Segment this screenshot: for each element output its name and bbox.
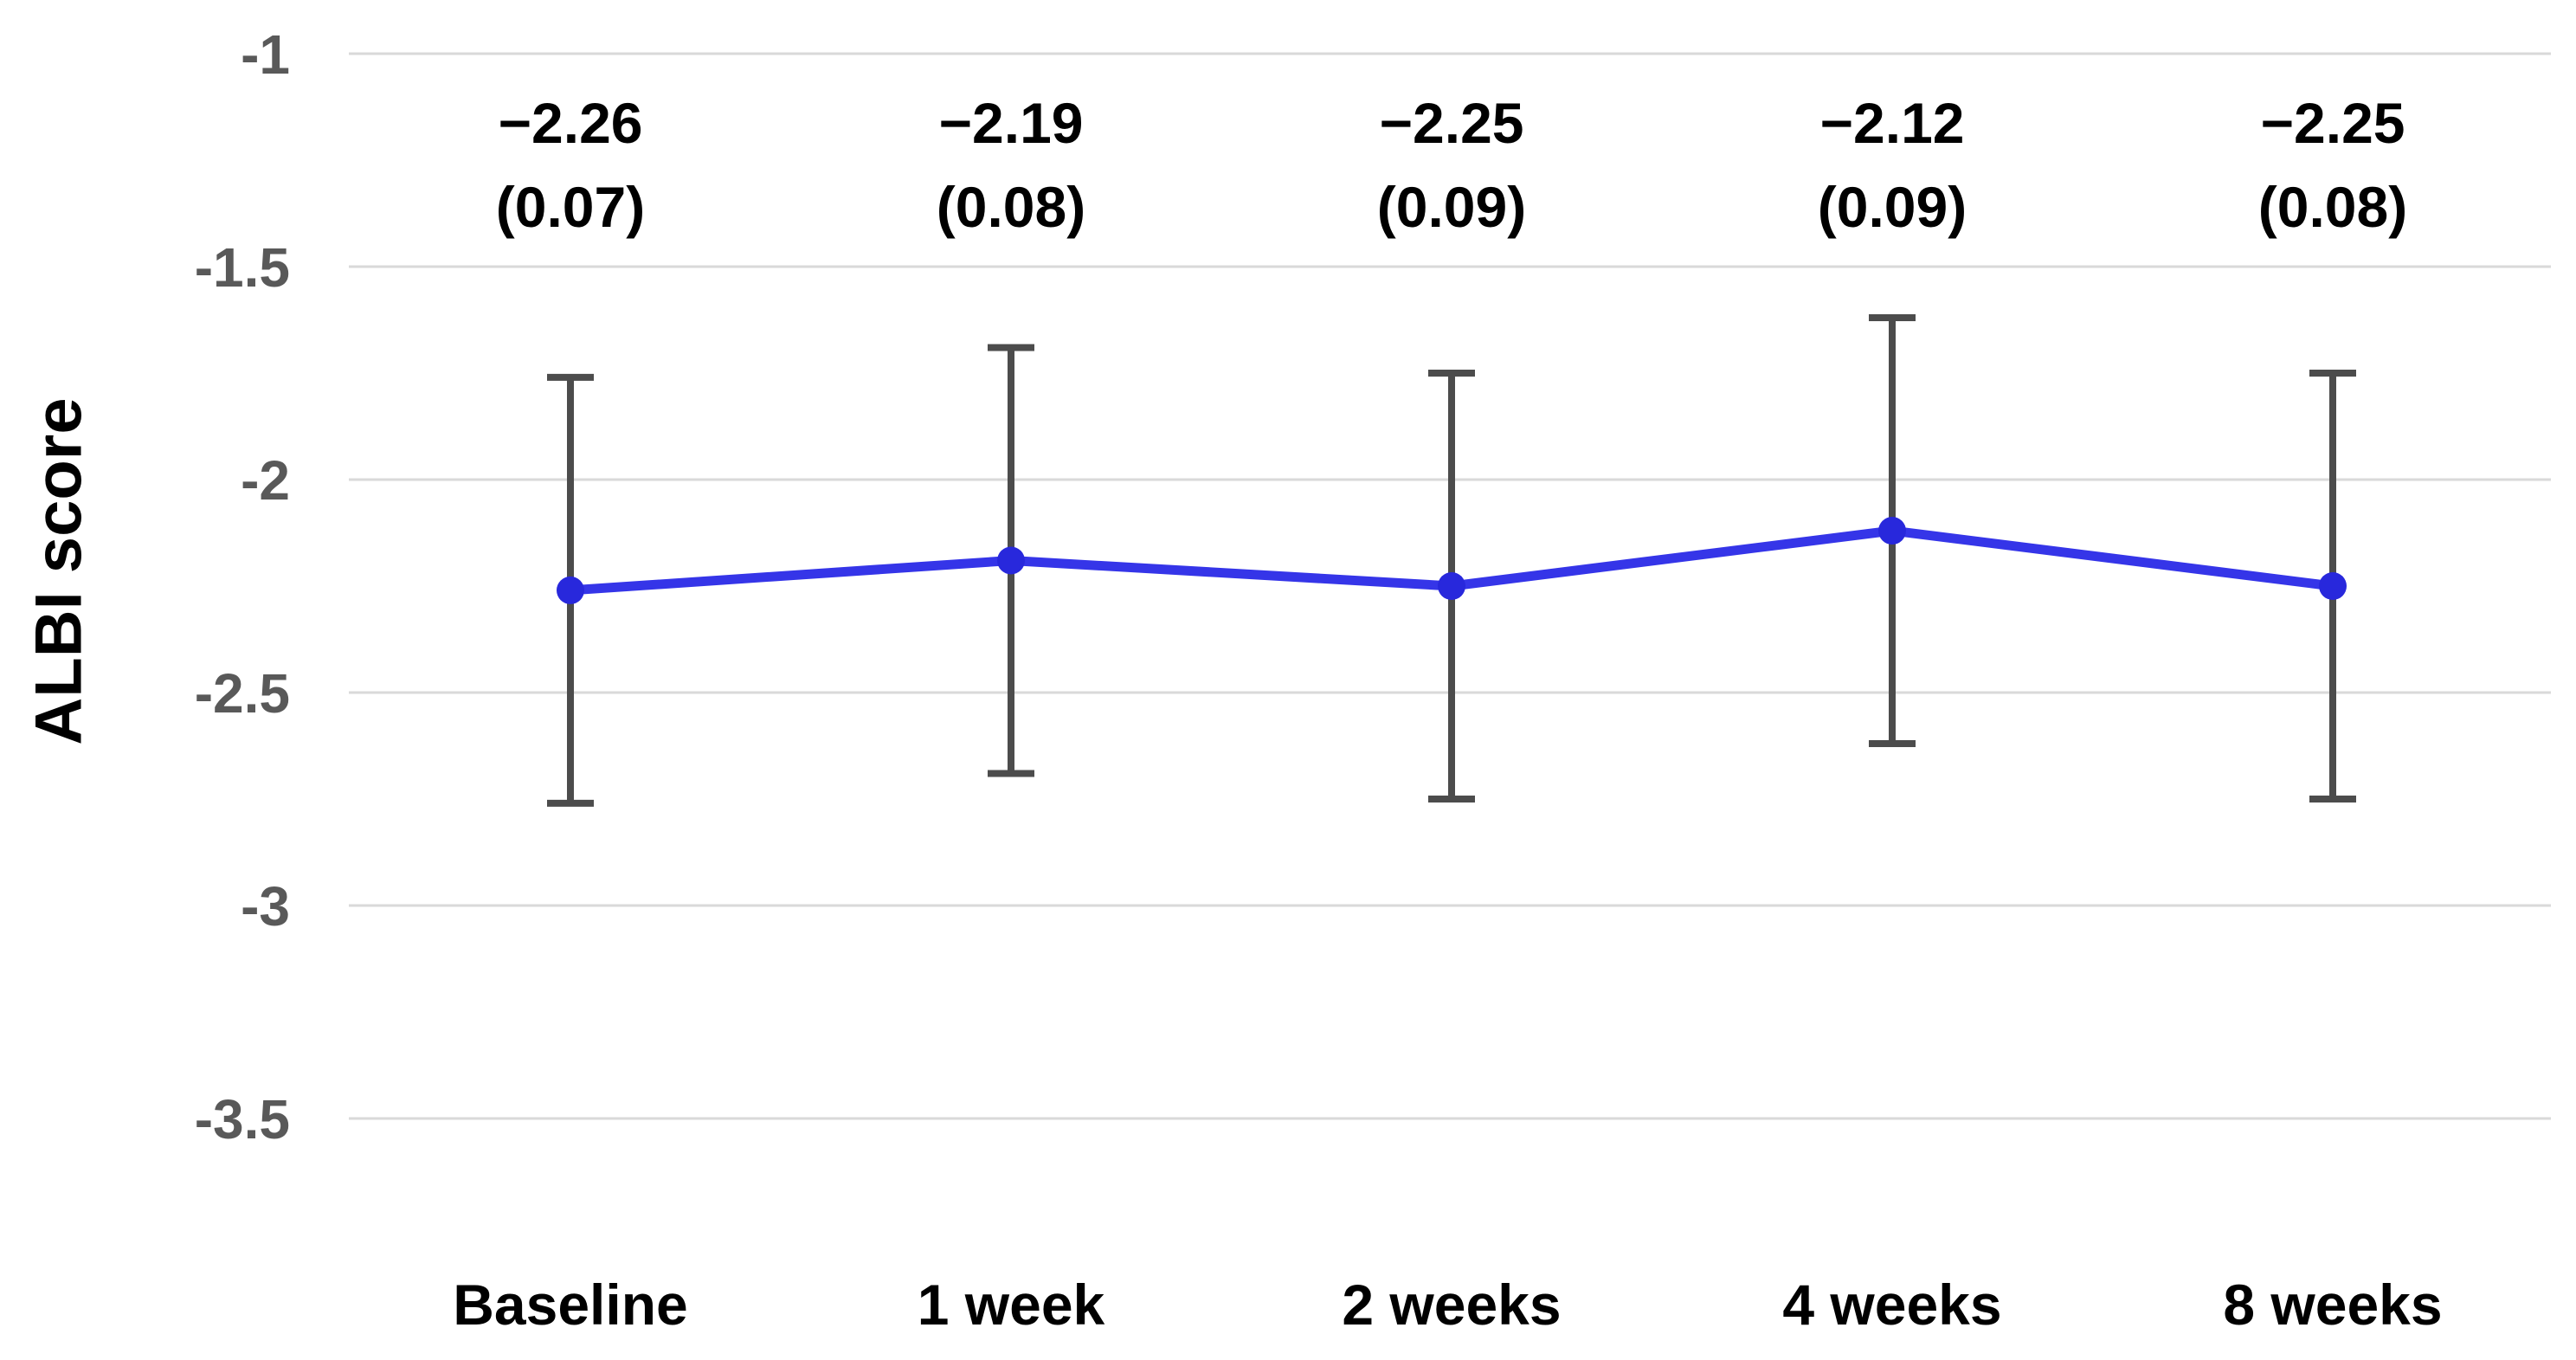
x-tick-label: 1 week	[918, 1273, 1105, 1337]
data-point	[1438, 572, 1465, 600]
x-tick-label: Baseline	[453, 1273, 687, 1337]
data-label-se: (0.09)	[1818, 175, 1967, 239]
y-tick-label: -2	[241, 449, 290, 512]
y-tick-label: -3	[241, 875, 290, 938]
data-label-mean: −2.25	[1380, 91, 1524, 155]
x-tick-label: 4 weeks	[1782, 1273, 2001, 1337]
data-label-se: (0.08)	[937, 175, 1085, 239]
data-point	[2319, 572, 2347, 600]
y-tick-label: -2.5	[195, 662, 290, 725]
data-label-se: (0.07)	[496, 175, 645, 239]
data-label-mean: −2.19	[939, 91, 1084, 155]
x-tick-label: 8 weeks	[2223, 1273, 2442, 1337]
data-label-se: (0.08)	[2258, 175, 2407, 239]
data-point	[997, 546, 1025, 575]
data-label-mean: −2.12	[1820, 91, 1965, 155]
data-label-se: (0.09)	[1377, 175, 1526, 239]
y-tick-label: -1	[241, 23, 290, 86]
data-point	[1878, 517, 1906, 545]
data-point	[557, 576, 584, 604]
y-tick-label: -3.5	[195, 1088, 290, 1151]
y-tick-label: -1.5	[195, 236, 290, 299]
x-tick-label: 2 weeks	[1342, 1273, 1561, 1337]
data-label-mean: −2.25	[2261, 91, 2405, 155]
data-label-mean: −2.26	[499, 91, 643, 155]
